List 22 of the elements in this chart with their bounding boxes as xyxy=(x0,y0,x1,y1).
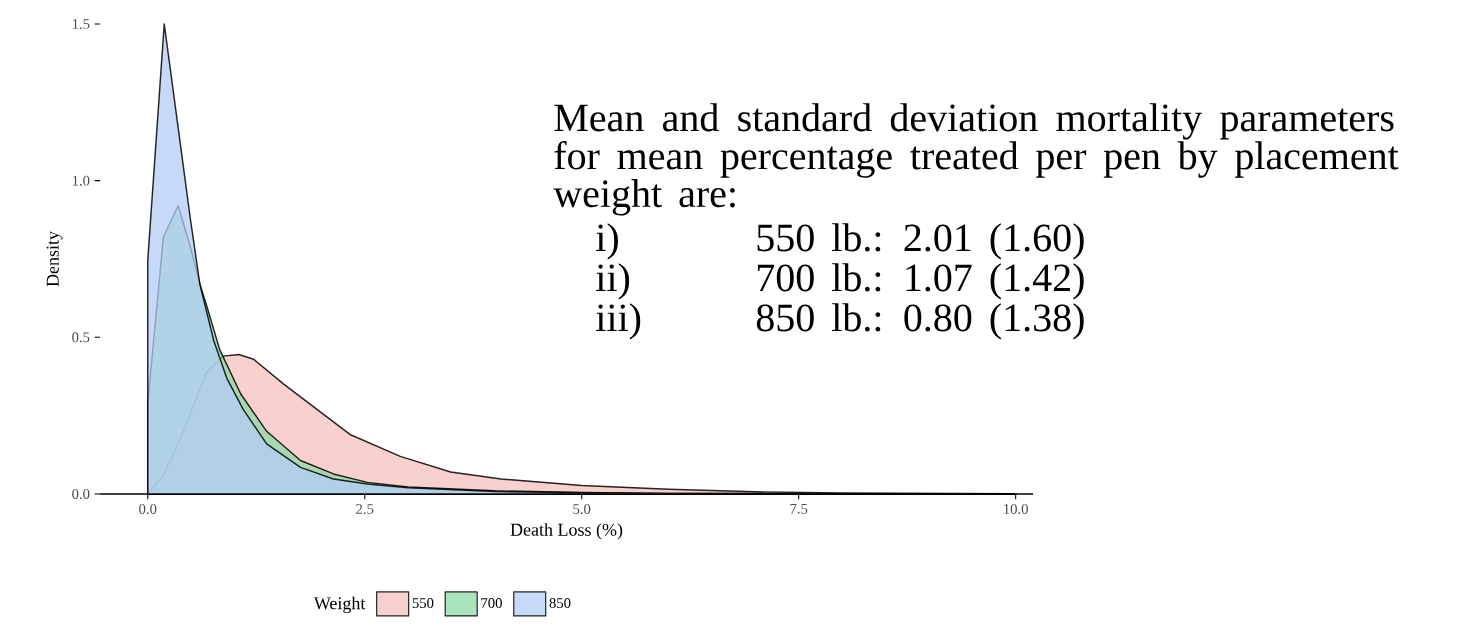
y-tick-label: 1.5 xyxy=(72,19,90,29)
annotation: 550 lb.: 2.01 (1.60) xyxy=(757,223,1084,260)
x-tick-label: 5.0 xyxy=(573,504,591,514)
annotation: iii) xyxy=(596,303,641,340)
x-tick-label: 0.0 xyxy=(139,504,157,514)
x-tick-label: 7.5 xyxy=(790,504,808,514)
x-tick-label: 10.0 xyxy=(1004,504,1028,514)
x-axis-title: Death Loss (%) xyxy=(510,523,623,540)
y-axis-title: Density xyxy=(46,231,63,287)
x-tick-label: 2.5 xyxy=(356,504,374,514)
y-tick-label: 1.0 xyxy=(72,175,90,186)
legend-title: Weight xyxy=(313,596,366,614)
y-tick-label: 0.5 xyxy=(72,332,90,343)
legend-label: 550 xyxy=(412,598,434,608)
legend-label: 700 xyxy=(481,598,502,608)
annotation: 700 lb.: 1.07 (1.42) xyxy=(757,263,1084,300)
annotation: 850 lb.: 0.80 (1.38) xyxy=(756,303,1084,340)
annotation: ii) xyxy=(596,263,630,300)
annotation: i) xyxy=(596,223,618,260)
legend-label: 850 xyxy=(549,598,571,608)
y-tick-label: 0.0 xyxy=(72,489,90,499)
annotation: Mean and standard deviation mortality parameters for mean percentage treated per pen by placement weight are: xyxy=(553,103,1399,216)
